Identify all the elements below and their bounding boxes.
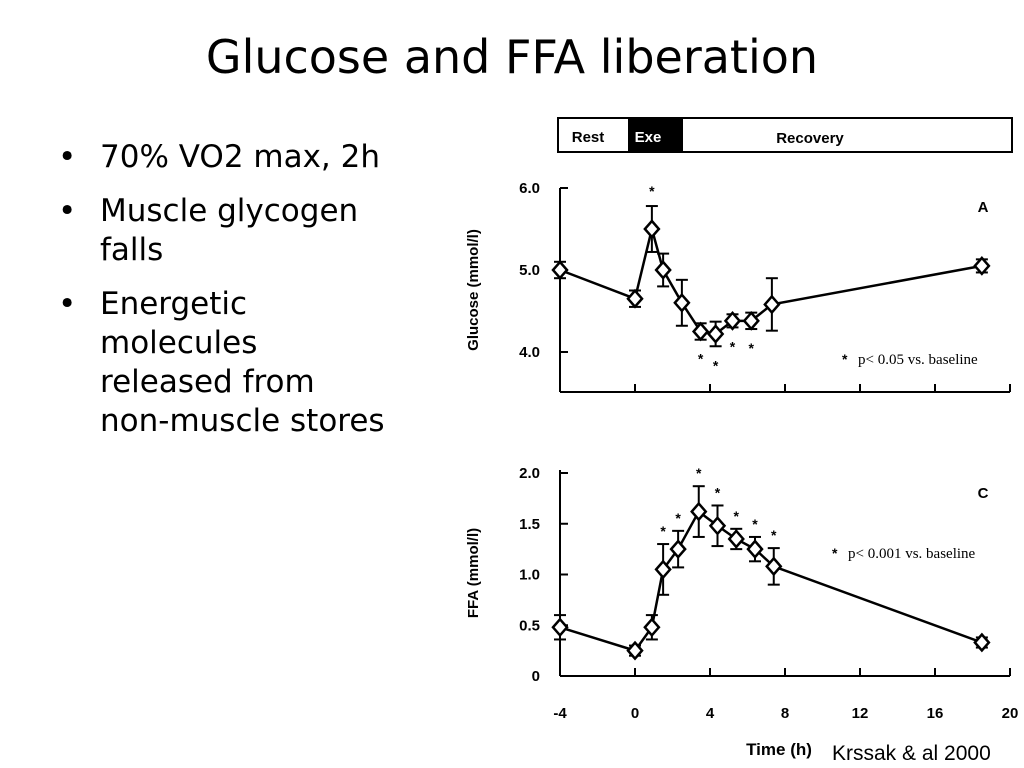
x-tick-label: 4 bbox=[706, 705, 715, 722]
annotation-star: * bbox=[832, 545, 838, 561]
significance-star: * bbox=[649, 183, 655, 199]
bullet-text-line: falls bbox=[100, 232, 164, 268]
series-line bbox=[559, 509, 983, 653]
data-point-diamond bbox=[551, 260, 569, 280]
significance-star: * bbox=[771, 527, 777, 543]
annotation-star: * bbox=[842, 351, 848, 367]
data-point-diamond bbox=[708, 515, 727, 536]
panel-label: C bbox=[978, 485, 989, 502]
annotation-text: p< 0.05 vs. baseline bbox=[858, 352, 978, 368]
bullet-dot-icon: • bbox=[58, 286, 77, 322]
x-tick-label: 0 bbox=[631, 705, 639, 722]
significance-star: * bbox=[698, 351, 704, 367]
significance-star: * bbox=[675, 510, 681, 526]
data-point-diamond bbox=[742, 310, 760, 331]
significance-star: * bbox=[713, 357, 719, 373]
x-axis-label: Time (h) bbox=[746, 740, 812, 759]
data-point-diamond bbox=[643, 219, 661, 239]
bullet-list: • 70% VO2 max, 2h • Muscle glycogen falls • En… bbox=[58, 138, 458, 456]
phase-bar: Rest Exe Recovery bbox=[557, 117, 1013, 153]
significance-star: * bbox=[660, 523, 666, 539]
y-tick-label: 2.0 bbox=[519, 465, 540, 482]
data-point-diamond bbox=[763, 294, 781, 315]
data-point-diamond bbox=[723, 310, 742, 331]
data-point-diamond bbox=[669, 539, 687, 560]
y-axis-label: Glucose (mmol/l) bbox=[465, 229, 482, 351]
ffa-panel: 0 0.5 1.0 1.5 2.0 FFA (mmol/l) C * p< 0.001 vs. … bbox=[465, 465, 1011, 685]
data-point-diamond bbox=[973, 256, 991, 276]
bullet-item: • Muscle glycogen falls bbox=[58, 192, 458, 270]
bullet-text-line: molecules bbox=[100, 325, 258, 361]
bullet-item: • Energetic molecules released from non-musc… bbox=[58, 285, 458, 441]
slide-title: Glucose and FFA liberation bbox=[205, 30, 819, 84]
bullet-text-line: 70% VO2 max, 2h bbox=[100, 139, 381, 175]
data-point-diamond bbox=[973, 632, 991, 653]
phase-bar-frame bbox=[557, 117, 1013, 153]
data-point-diamond bbox=[690, 501, 708, 522]
significance-star: * bbox=[730, 338, 736, 354]
y-tick-label: 1.5 bbox=[519, 516, 540, 533]
data-point-diamond bbox=[727, 529, 745, 549]
bullet-text-line: Energetic bbox=[100, 286, 248, 322]
phase-exercise-fill bbox=[629, 119, 683, 151]
x-tick-label: 20 bbox=[1002, 705, 1019, 722]
data-point-diamond bbox=[654, 559, 672, 580]
significance-star: * bbox=[749, 340, 755, 356]
bullet-dot-icon: • bbox=[58, 193, 77, 229]
data-point-diamond bbox=[551, 617, 569, 638]
y-tick-label: 5.0 bbox=[519, 262, 540, 279]
data-point-diamond bbox=[691, 321, 710, 342]
y-axis-label: FFA (mmol/l) bbox=[465, 528, 482, 618]
panel-label: A bbox=[978, 199, 989, 216]
y-tick-label: 0.5 bbox=[519, 617, 540, 634]
bullet-text-line: non-muscle stores bbox=[100, 403, 385, 439]
y-tick-label: 4.0 bbox=[519, 344, 540, 361]
data-point-diamond bbox=[673, 292, 691, 313]
significance-star: * bbox=[715, 484, 721, 500]
data-point-diamond bbox=[765, 556, 783, 577]
data-point-diamond bbox=[643, 617, 661, 638]
data-point-diamond bbox=[626, 288, 644, 309]
y-tick-label: 1.0 bbox=[519, 567, 540, 584]
significance-star: * bbox=[752, 516, 758, 532]
bullet-text-line: released from bbox=[100, 364, 315, 400]
y-tick-label: 6.0 bbox=[519, 180, 540, 197]
phase-rest-label: Rest bbox=[572, 129, 605, 146]
x-tick-label: 16 bbox=[927, 705, 944, 722]
significance-star: * bbox=[734, 508, 740, 524]
series-line bbox=[559, 228, 983, 336]
data-point-diamond bbox=[626, 640, 644, 661]
phase-recovery-label: Recovery bbox=[776, 130, 844, 147]
y-tick-label: 0 bbox=[532, 668, 540, 685]
data-point-diamond bbox=[746, 539, 764, 560]
significance-star: * bbox=[696, 465, 702, 481]
bullet-dot-icon: • bbox=[58, 139, 77, 175]
x-tick-label: 12 bbox=[852, 705, 869, 722]
bullet-text-line: Muscle glycogen bbox=[100, 193, 359, 229]
x-tick-label: 8 bbox=[781, 705, 789, 722]
bullet-item: • 70% VO2 max, 2h bbox=[58, 138, 458, 177]
x-tick-label: -4 bbox=[553, 705, 567, 722]
data-point-diamond bbox=[654, 260, 672, 280]
annotation-text: p< 0.001 vs. baseline bbox=[848, 546, 976, 562]
phase-exercise-label: Exe bbox=[635, 129, 662, 146]
glucose-panel: 4.0 5.0 6.0 Glucose (mmol/l) A * p< 0.05 vs. b… bbox=[465, 180, 1011, 393]
citation: Krssak & al 2000 bbox=[832, 742, 991, 765]
data-point-diamond bbox=[706, 324, 725, 344]
